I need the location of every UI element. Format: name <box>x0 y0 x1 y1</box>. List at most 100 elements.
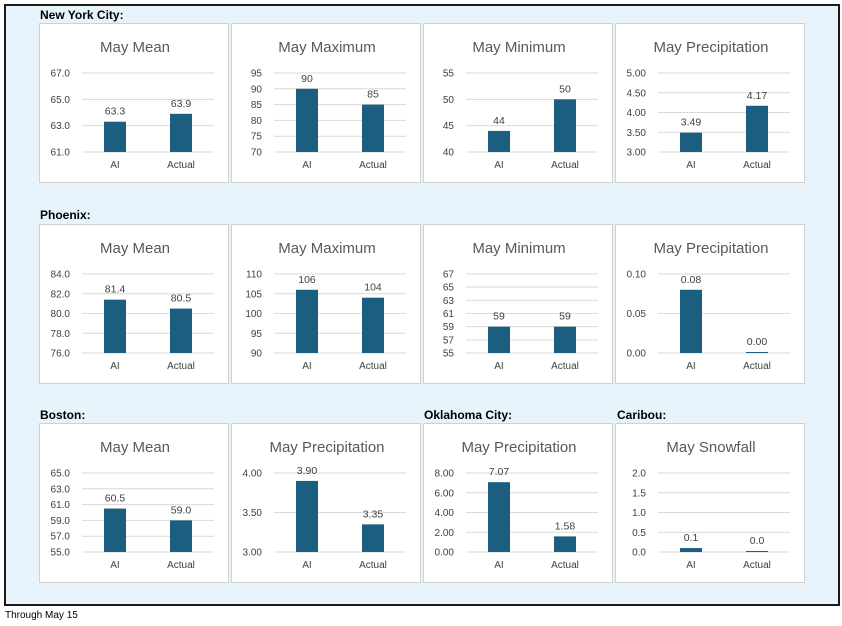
y-tick-label: 0.5 <box>632 528 646 539</box>
y-tick-label: 61 <box>443 309 455 320</box>
y-tick-label: 2.0 <box>632 469 646 480</box>
y-tick-label: 67 <box>443 270 455 281</box>
chart-title: May Mean <box>100 39 170 56</box>
chart-panel-caribou-snowfall: May Snowfall 0.0 0.5 1.0 1.5 2.0 0.1 AI 0.0 Actua… <box>615 423 805 583</box>
footnote: Through May 15 <box>5 610 78 621</box>
x-tick-label: Actual <box>551 560 579 571</box>
chart-title: May Maximum <box>278 39 376 56</box>
chart-svg: May Mean 76.0 78.0 80.0 82.0 84.0 81.4 AI 80.5 Ac… <box>51 240 214 372</box>
y-tick-label: 110 <box>246 270 262 281</box>
y-tick-label: 57.0 <box>51 532 71 543</box>
x-tick-label: AI <box>110 160 119 171</box>
bar-actual <box>746 352 768 353</box>
y-tick-label: 61.0 <box>51 500 71 511</box>
y-tick-label: 65 <box>443 283 455 294</box>
y-tick-label: 85 <box>251 100 263 111</box>
chart-panel-nyc-minimum: May Minimum 40 45 50 55 44 AI 50 Actual <box>423 23 613 183</box>
y-tick-label: 50 <box>443 95 455 106</box>
x-tick-label: Actual <box>743 361 771 372</box>
data-label: 81.4 <box>105 284 126 296</box>
data-label: 60.5 <box>105 493 126 505</box>
x-tick-label: AI <box>302 160 311 171</box>
data-label: 106 <box>298 274 316 286</box>
x-tick-label: AI <box>494 160 503 171</box>
x-tick-label: AI <box>686 160 695 171</box>
y-tick-label: 75 <box>251 132 263 143</box>
y-tick-label: 78.0 <box>51 329 71 340</box>
chart-title: May Precipitation <box>653 39 768 56</box>
chart-panel-nyc-precipitation: May Precipitation 3.00 3.50 4.00 4.50 5.00 3.4… <box>615 23 805 183</box>
x-tick-label: Actual <box>359 361 387 372</box>
y-tick-label: 0.00 <box>627 349 647 360</box>
section-label-new-york-city: New York City: <box>40 8 124 22</box>
y-tick-label: 63.0 <box>51 121 71 132</box>
y-tick-label: 65.0 <box>51 95 71 106</box>
chart-svg: May Maximum 70 75 80 85 90 95 90 AI 85 Actual <box>251 39 406 171</box>
y-tick-label: 80 <box>251 116 263 127</box>
chart-panel-oklahoma-city-precipitation: May Precipitation 0.00 2.00 4.00 6.00 8.00 7.0… <box>423 423 613 583</box>
x-tick-label: Actual <box>167 560 195 571</box>
data-label: 104 <box>364 282 382 294</box>
y-tick-label: 82.0 <box>51 289 71 300</box>
chart-panel-phoenix-minimum: May Minimum 55 57 59 61 63 65 67 59 AI 59 Actual <box>423 224 613 384</box>
data-label: 0.1 <box>684 532 699 544</box>
chart-title: May Minimum <box>472 39 565 56</box>
section-label-oklahoma-city: Oklahoma City: <box>424 408 513 422</box>
y-tick-label: 55 <box>443 349 455 360</box>
chart-title: May Mean <box>100 439 170 456</box>
chart-svg: May Minimum 55 57 59 61 63 65 67 59 AI 59 Actual <box>443 240 598 372</box>
y-tick-label: 55.0 <box>51 548 71 559</box>
y-tick-label: 70 <box>251 148 263 159</box>
y-tick-label: 65.0 <box>51 469 71 480</box>
y-tick-label: 1.5 <box>632 488 646 499</box>
chart-panel-nyc-maximum: May Maximum 70 75 80 85 90 95 90 AI 85 Actual <box>231 23 421 183</box>
y-tick-label: 57 <box>443 335 455 346</box>
chart-panel-phoenix-mean: May Mean 76.0 78.0 80.0 82.0 84.0 81.4 AI 80.5 Ac… <box>39 224 229 384</box>
section-label-phoenix: Phoenix: <box>40 208 91 222</box>
chart-title: May Snowfall <box>666 439 755 456</box>
y-tick-label: 1.0 <box>632 508 646 519</box>
bar-actual <box>170 113 192 152</box>
chart-title: May Minimum <box>472 240 565 257</box>
chart-panel-phoenix-precipitation: May Precipitation 0.00 0.05 0.10 0.08 AI 0.00 A… <box>615 224 805 384</box>
x-tick-label: Actual <box>359 160 387 171</box>
chart-title: May Precipitation <box>269 439 384 456</box>
bar-actual <box>746 551 768 552</box>
x-tick-label: Actual <box>167 361 195 372</box>
x-tick-label: AI <box>494 560 503 571</box>
data-label: 3.35 <box>363 508 384 520</box>
bar-ai <box>104 299 126 353</box>
y-tick-label: 3.00 <box>243 548 263 559</box>
y-tick-label: 67.0 <box>51 69 71 80</box>
bar-actual <box>362 524 384 552</box>
y-tick-label: 45 <box>443 121 455 132</box>
x-tick-label: AI <box>494 361 503 372</box>
y-tick-label: 63 <box>443 296 455 307</box>
bar-ai <box>296 88 318 152</box>
bar-ai <box>680 548 702 552</box>
x-tick-label: Actual <box>551 160 579 171</box>
x-tick-label: Actual <box>743 160 771 171</box>
section-label-caribou: Caribou: <box>617 408 667 422</box>
y-tick-label: 4.00 <box>435 508 455 519</box>
y-tick-label: 95 <box>251 329 263 340</box>
bar-actual <box>554 326 576 353</box>
data-label: 0.00 <box>747 336 768 348</box>
data-label: 59.0 <box>171 504 192 516</box>
x-tick-label: AI <box>686 361 695 372</box>
chart-svg: May Precipitation 0.00 0.05 0.10 0.08 AI 0.00 A… <box>627 240 790 372</box>
data-label: 7.07 <box>489 466 510 478</box>
y-tick-label: 5.00 <box>627 69 647 80</box>
data-label: 3.49 <box>681 117 702 129</box>
chart-svg: May Precipitation 3.00 3.50 4.00 4.50 5.00 3.4… <box>627 39 790 171</box>
data-label: 80.5 <box>171 293 192 305</box>
x-tick-label: Actual <box>743 560 771 571</box>
y-tick-label: 105 <box>245 289 262 300</box>
y-tick-label: 8.00 <box>435 469 455 480</box>
section-label-boston: Boston: <box>40 408 86 422</box>
bar-ai <box>104 508 126 552</box>
y-tick-label: 0.05 <box>627 309 647 320</box>
y-tick-label: 0.00 <box>435 548 455 559</box>
x-tick-label: Actual <box>167 160 195 171</box>
chart-svg: May Maximum 90 95 100 105 110 106 AI 104 Actual <box>245 240 406 372</box>
